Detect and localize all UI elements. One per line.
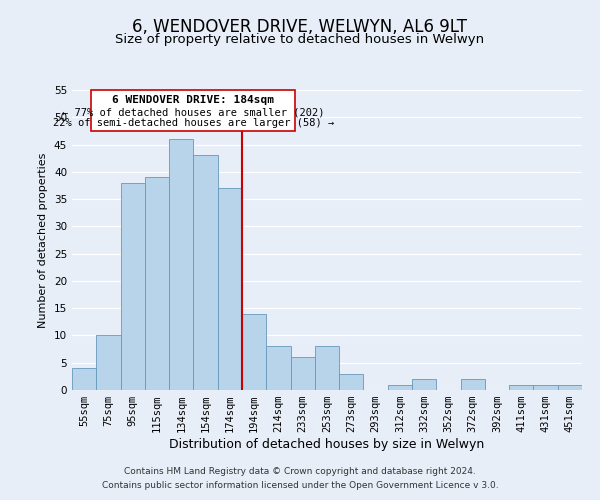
Bar: [218, 188, 242, 390]
Text: 6, WENDOVER DRIVE, WELWYN, AL6 9LT: 6, WENDOVER DRIVE, WELWYN, AL6 9LT: [133, 18, 467, 36]
Bar: [91, 90, 295, 131]
Bar: [96, 336, 121, 390]
Text: Contains public sector information licensed under the Open Government Licence v : Contains public sector information licen…: [101, 481, 499, 490]
Bar: [121, 182, 145, 390]
Bar: [193, 156, 218, 390]
Y-axis label: Number of detached properties: Number of detached properties: [38, 152, 49, 328]
Text: 6 WENDOVER DRIVE: 184sqm: 6 WENDOVER DRIVE: 184sqm: [112, 96, 274, 106]
Bar: [558, 384, 582, 390]
Bar: [461, 379, 485, 390]
Bar: [266, 346, 290, 390]
Bar: [412, 379, 436, 390]
Bar: [388, 384, 412, 390]
Text: 22% of semi-detached houses are larger (58) →: 22% of semi-detached houses are larger (…: [53, 118, 334, 128]
Bar: [533, 384, 558, 390]
Text: ← 77% of detached houses are smaller (202): ← 77% of detached houses are smaller (20…: [62, 108, 325, 118]
Bar: [242, 314, 266, 390]
Bar: [315, 346, 339, 390]
Bar: [339, 374, 364, 390]
Bar: [72, 368, 96, 390]
Text: Size of property relative to detached houses in Welwyn: Size of property relative to detached ho…: [115, 32, 485, 46]
Bar: [509, 384, 533, 390]
X-axis label: Distribution of detached houses by size in Welwyn: Distribution of detached houses by size …: [169, 438, 485, 451]
Bar: [145, 178, 169, 390]
Bar: [169, 139, 193, 390]
Bar: [290, 358, 315, 390]
Text: Contains HM Land Registry data © Crown copyright and database right 2024.: Contains HM Land Registry data © Crown c…: [124, 467, 476, 476]
